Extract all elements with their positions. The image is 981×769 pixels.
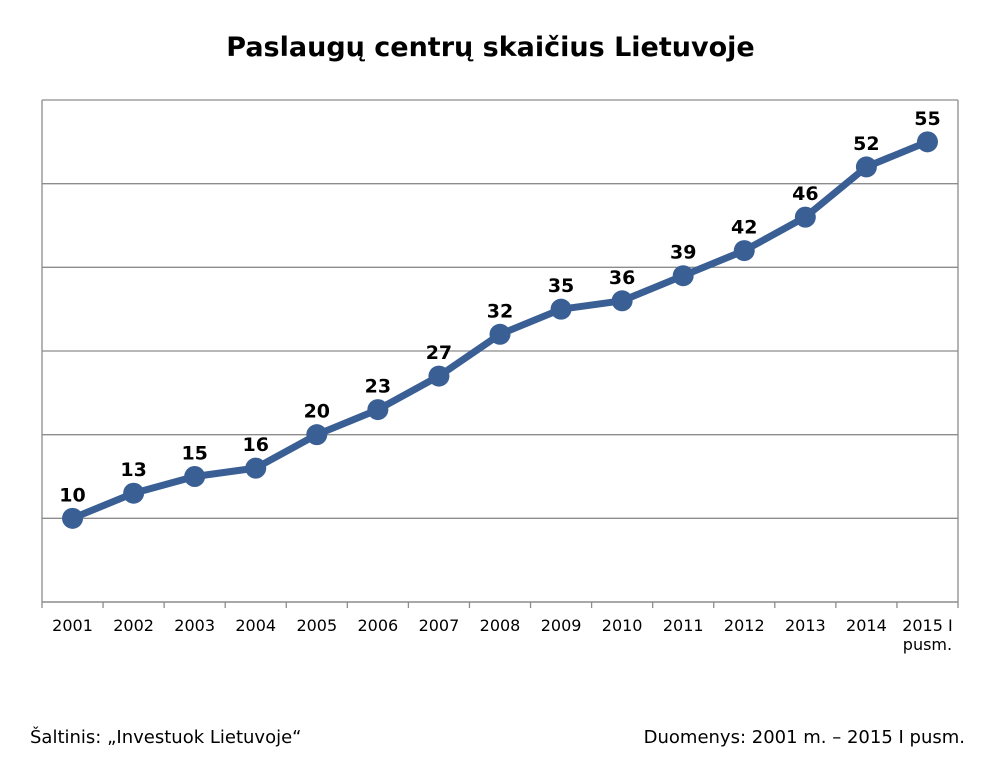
x-tick-label: 2009	[541, 616, 582, 635]
x-tick-label: 2007	[419, 616, 460, 635]
x-tick-label-line: 2005	[296, 616, 337, 635]
x-tick-label: 2011	[663, 616, 704, 635]
data-label: 15	[181, 443, 207, 465]
data-label: 20	[304, 401, 330, 423]
data-point	[733, 240, 755, 262]
data-point	[62, 507, 84, 529]
x-tick-label-line: 2013	[785, 616, 826, 635]
x-tick-label-line: 2014	[846, 616, 887, 635]
x-tick-label: 2014	[846, 616, 887, 635]
data-point	[184, 466, 206, 487]
data-label: 10	[59, 484, 85, 506]
x-tick-label: 2006	[358, 616, 399, 635]
data-label: 52	[853, 133, 879, 155]
source-note: Šaltinis: „Investuok Lietuvoje“	[30, 727, 302, 748]
x-tick-label: 2008	[480, 616, 521, 635]
chart-title: Paslaugų centrų skaičius Lietuvoje	[226, 32, 755, 63]
data-label: 46	[792, 183, 818, 205]
plot-frame	[41, 100, 959, 603]
data-point	[489, 323, 511, 345]
data-point	[123, 482, 145, 504]
data-label: 55	[914, 108, 940, 130]
data-label: 23	[365, 376, 391, 398]
x-axis: 2001 2002 2003 2004 2005 2006 2007 2008 2009 2010…	[41, 602, 959, 654]
x-tick-label-line: 2012	[724, 616, 765, 635]
data-label: 35	[548, 275, 574, 297]
data-point	[855, 156, 877, 178]
data-point	[428, 365, 450, 387]
x-tick-label-line: pusm.	[903, 635, 952, 654]
data-label: 16	[243, 434, 269, 456]
x-tick-label-line: 2002	[113, 616, 154, 635]
x-tick-label-line: 2001	[52, 616, 93, 635]
x-tick-label: 2013	[785, 616, 826, 635]
x-tick-label: 2001	[52, 616, 93, 635]
data-point	[794, 206, 816, 228]
x-tick-label-line: 2011	[663, 616, 704, 635]
data-label: 13	[120, 459, 146, 481]
data-label: 42	[731, 217, 757, 239]
data-point	[245, 457, 267, 479]
x-tick-label-line: 2007	[419, 616, 460, 635]
series-line	[62, 131, 938, 529]
data-point	[916, 131, 938, 153]
data-labels: 10 13 15 16 20 23 27 32 35 36 39 42 46 52 55	[59, 108, 940, 507]
data-point	[367, 399, 389, 421]
data-point	[672, 265, 694, 287]
x-tick-label: 2002	[113, 616, 154, 635]
x-tick-label-line: 2015 I	[902, 616, 953, 635]
x-tick-label: 2010	[602, 616, 643, 635]
gridlines	[42, 99, 958, 519]
x-tick-label-line: 2008	[480, 616, 521, 635]
x-tick-label-line: 2004	[235, 616, 276, 635]
x-tick-label: 2012	[724, 616, 765, 635]
x-tick-label: 2004	[235, 616, 276, 635]
data-range-note: Duomenys: 2001 m. – 2015 I pusm.	[643, 727, 965, 748]
x-tick-label-line: 2010	[602, 616, 643, 635]
x-tick-label-line: 2009	[541, 616, 582, 635]
x-tick-label: 2003	[174, 616, 215, 635]
data-label: 27	[426, 342, 452, 364]
x-tick-label-line: 2003	[174, 616, 215, 635]
data-label: 36	[609, 267, 635, 289]
x-tick-label-line: 2006	[358, 616, 399, 635]
data-label: 32	[487, 300, 513, 322]
data-point	[611, 290, 633, 312]
data-point	[550, 298, 572, 320]
data-point	[306, 424, 328, 446]
data-label: 39	[670, 242, 696, 264]
x-tick-label: 2005	[296, 616, 337, 635]
